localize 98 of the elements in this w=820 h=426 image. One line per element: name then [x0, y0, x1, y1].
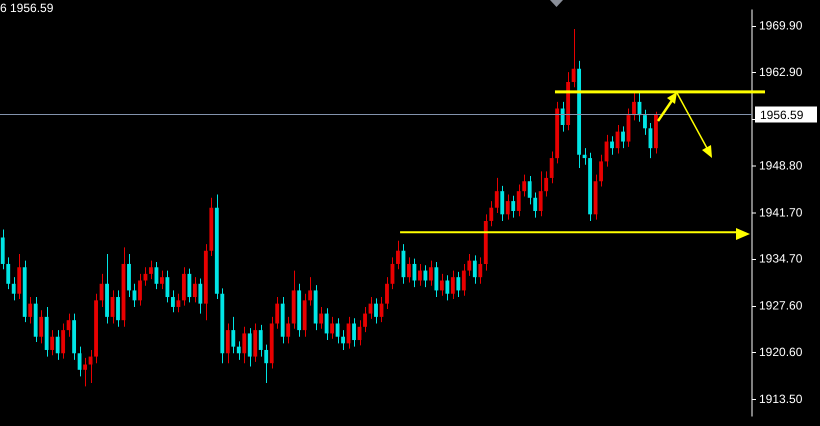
- y-tick-label: 1969.90: [759, 18, 803, 33]
- candlestick: [6, 256, 10, 290]
- y-tick-label: 1927.60: [759, 298, 803, 313]
- candlestick: [363, 306, 367, 333]
- candlestick: [352, 318, 356, 348]
- candlestick: [604, 134, 608, 168]
- candlestick: [462, 263, 466, 296]
- candlestick: [472, 254, 477, 284]
- y-tick-label: 1920.60: [759, 344, 803, 359]
- candlestick: [494, 177, 499, 214]
- candlestick: [528, 175, 532, 205]
- candlestick: [341, 330, 345, 350]
- ref-line-label: 1956.59: [760, 108, 804, 122]
- candlestick: [258, 324, 263, 358]
- candlestick: [374, 298, 378, 324]
- candlestick: [544, 170, 548, 197]
- candlestick: [275, 296, 280, 330]
- candlestick: [550, 150, 554, 184]
- candlestick: [599, 154, 603, 188]
- candlestick: [286, 316, 290, 344]
- candlestick: [66, 313, 71, 338]
- candlestick: [423, 264, 428, 288]
- candlestick: [192, 276, 197, 303]
- candlestick: [467, 254, 472, 276]
- candlestick: [100, 273, 104, 308]
- candlestick: [132, 283, 136, 308]
- candlestick: [154, 261, 158, 290]
- candlestick: [160, 270, 164, 290]
- candlestick: [616, 124, 620, 154]
- candlestick: [648, 122, 652, 159]
- candlestick: [176, 293, 180, 313]
- y-tick-label: 1913.50: [759, 392, 803, 406]
- candlestick: [407, 256, 411, 283]
- candlestick: [39, 310, 44, 344]
- candlestick: [170, 290, 175, 313]
- candlestick: [110, 290, 114, 324]
- candlestick: [330, 316, 334, 340]
- candlestick: [396, 240, 400, 270]
- candlestick: [28, 296, 32, 324]
- candlestick: [456, 271, 460, 298]
- candlestick: [500, 185, 504, 222]
- y-tick-label: 1941.70: [759, 205, 803, 220]
- candlestick: [319, 306, 324, 330]
- chart-title: 6 1956.59: [0, 1, 54, 15]
- candlestick: [380, 296, 384, 323]
- candlestick: [346, 316, 350, 350]
- candlestick: [445, 274, 450, 301]
- candlestick: [638, 91, 642, 122]
- candlestick: [385, 276, 389, 310]
- candlestick: [165, 270, 170, 303]
- candlestick: [61, 323, 66, 360]
- candlestick: [226, 323, 230, 364]
- candlestick: [440, 273, 444, 296]
- y-tick-label: 1962.90: [759, 65, 803, 80]
- candlestick: [428, 260, 433, 286]
- candlestick: [434, 261, 438, 298]
- candlestick: [144, 266, 148, 286]
- candlestick: [522, 174, 526, 197]
- candlestick: [116, 290, 120, 328]
- candlestick: [643, 109, 647, 136]
- candlestick: [88, 349, 92, 384]
- candlestick: [516, 184, 521, 217]
- candlestick: [56, 330, 60, 360]
- candlestick: [198, 278, 202, 314]
- candlestick: [368, 296, 372, 320]
- candlestick: [489, 200, 494, 227]
- candlestick: [560, 101, 565, 132]
- candlestick: [336, 318, 340, 344]
- candlestick: [538, 170, 543, 217]
- y-tick-label: 1948.80: [759, 158, 803, 172]
- y-tick-label: 1934.70: [759, 252, 803, 266]
- candlestick: [308, 276, 312, 306]
- candlestick: [248, 328, 252, 368]
- candlestick: [50, 330, 54, 356]
- candlestick: [632, 91, 636, 121]
- candlestick: [236, 340, 241, 360]
- candlestick: [610, 136, 614, 156]
- candlestick: [83, 357, 87, 387]
- candlestick: [450, 270, 455, 300]
- candlestick: [390, 256, 394, 290]
- candlestick: [533, 192, 538, 218]
- candlestick: [149, 260, 153, 280]
- candlestick: [358, 320, 362, 346]
- candlestick: [621, 126, 625, 149]
- candlestick: [418, 263, 422, 286]
- candlestick: [242, 326, 246, 364]
- candlestick: [264, 344, 268, 384]
- candlestick: [478, 256, 482, 284]
- candlestick: [506, 194, 510, 220]
- candlestick: [231, 316, 236, 354]
- candlestick: [582, 148, 587, 166]
- candlestick: [138, 273, 142, 306]
- candlestick: [78, 346, 82, 377]
- candlestick: [511, 195, 516, 218]
- candlestick: [572, 28, 576, 88]
- candlestick: [324, 308, 329, 341]
- candlestick: [412, 258, 416, 288]
- candlestick: [187, 268, 192, 303]
